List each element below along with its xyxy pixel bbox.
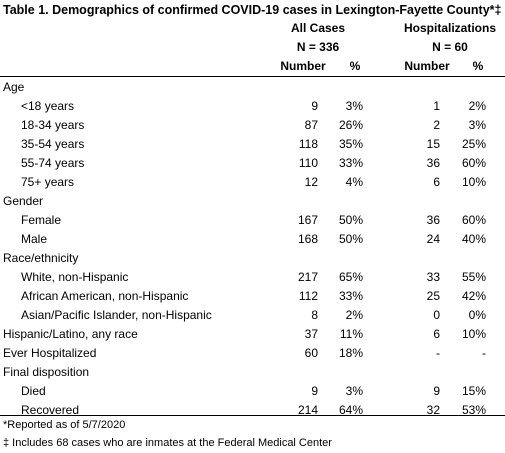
group-n: N = 60	[432, 40, 468, 54]
cell: 2%	[345, 308, 363, 322]
cell: 10%	[461, 175, 486, 189]
cell: 50%	[338, 232, 363, 246]
group-label: Hospitalizations	[403, 21, 496, 35]
cell: 15%	[461, 384, 486, 398]
section-label: Ever Hospitalized	[3, 346, 97, 360]
cell: 65%	[338, 270, 363, 284]
header-rule	[0, 76, 505, 77]
row-label: Died	[21, 384, 46, 398]
cell: 110	[298, 156, 318, 170]
bottom-rule	[0, 415, 505, 416]
row-label: Asian/Pacific Islander, non-Hispanic	[21, 308, 212, 322]
row-label: 35-54 years	[21, 137, 85, 151]
cell: 9	[311, 384, 318, 398]
cell: 9	[311, 99, 318, 113]
cell: 37	[304, 327, 318, 341]
row-label: 18-34 years	[21, 118, 85, 132]
group-label: All Cases	[290, 21, 346, 35]
cell: 12	[304, 175, 318, 189]
cell: 3%	[345, 99, 363, 113]
cell: 9	[433, 384, 440, 398]
table-title: Table 1. Demographics of confirmed COVID…	[3, 3, 502, 17]
cell: 6	[433, 327, 440, 341]
section-label: Final disposition	[3, 365, 90, 379]
column-header: Number	[280, 59, 326, 73]
cell: 168	[297, 232, 318, 246]
cell: 87	[304, 118, 318, 132]
cell: 0%	[468, 308, 486, 322]
cell: 60%	[461, 156, 486, 170]
cell: 8	[311, 308, 318, 322]
cell: 26%	[338, 118, 363, 132]
row-label: Female	[21, 213, 62, 227]
cell: 15	[426, 137, 440, 151]
cell: 214	[297, 403, 318, 417]
cell: 11%	[339, 327, 363, 341]
cell: 118	[298, 137, 318, 151]
cell: 36	[426, 213, 440, 227]
cell: 33%	[338, 156, 363, 170]
cell: 4%	[345, 175, 363, 189]
cell: 60	[304, 346, 318, 360]
cell: 10%	[461, 327, 486, 341]
cell: 25	[426, 289, 440, 303]
group-n: N = 336	[296, 40, 340, 54]
section-label: Race/ethnicity	[3, 251, 79, 265]
cell: 18%	[338, 346, 363, 360]
row-label: White, non-Hispanic	[21, 270, 129, 284]
cell: 3%	[345, 384, 363, 398]
cell: -	[482, 346, 486, 360]
cell: 42%	[461, 289, 486, 303]
cell: 217	[297, 270, 318, 284]
cell: 35%	[338, 137, 363, 151]
row-label: <18 years	[21, 99, 75, 113]
section-label: Hispanic/Latino, any race	[3, 327, 138, 341]
footnote: *Reported as of 5/7/2020	[3, 419, 126, 431]
cell: 24	[426, 232, 440, 246]
row-label: Male	[21, 232, 48, 246]
cell: 2	[433, 118, 440, 132]
cell: 167	[297, 213, 318, 227]
cell: 50%	[338, 213, 363, 227]
cell: 112	[298, 289, 318, 303]
row-label: Recovered	[21, 403, 80, 417]
column-header: %	[472, 59, 484, 73]
cell: 60%	[461, 213, 486, 227]
cell: 3%	[468, 118, 486, 132]
row-label: 75+ years	[21, 175, 75, 189]
section-label: Age	[3, 80, 25, 94]
footnote: ‡ Includes 68 cases who are inmates at t…	[3, 437, 332, 449]
cell: 55%	[461, 270, 486, 284]
cell: 6	[433, 175, 440, 189]
cell: 0	[433, 308, 440, 322]
cell: 2%	[468, 99, 486, 113]
row-label: African American, non-Hispanic	[21, 289, 189, 303]
cell: 53%	[461, 403, 486, 417]
section-label: Gender	[3, 194, 44, 208]
cell: 25%	[461, 137, 486, 151]
cell: 33	[426, 270, 440, 284]
cell: -	[436, 346, 440, 360]
row-label: 55-74 years	[21, 156, 85, 170]
cell: 33%	[338, 289, 363, 303]
cell: 32	[426, 403, 440, 417]
column-header: Number	[404, 59, 450, 73]
cell: 40%	[461, 232, 486, 246]
column-header: %	[349, 59, 361, 73]
cell: 36	[426, 156, 440, 170]
cell: 1	[433, 99, 440, 113]
cell: 64%	[338, 403, 363, 417]
